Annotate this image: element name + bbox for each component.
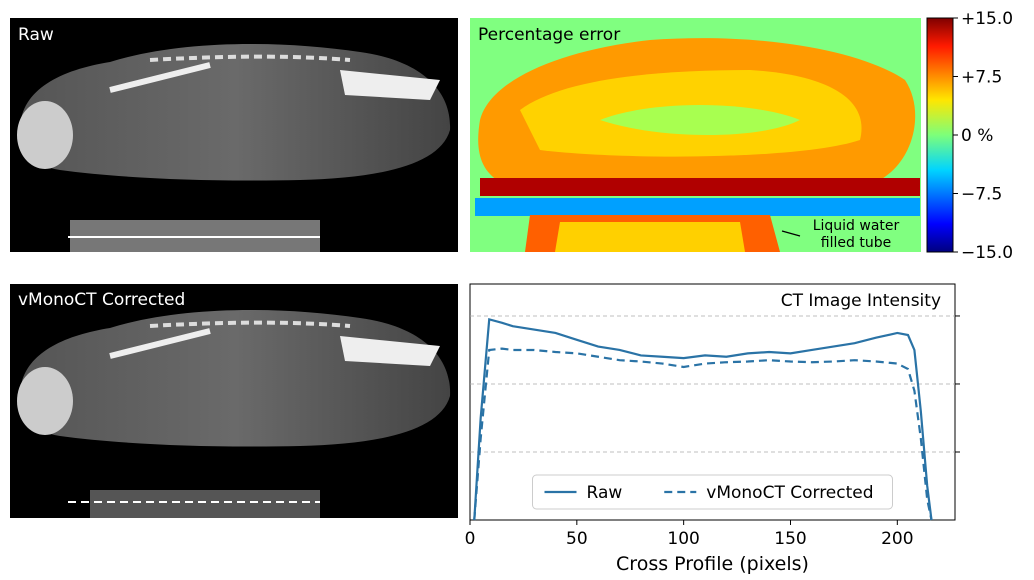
colorbar-tick-label: +7.5 <box>961 68 1002 88</box>
error-map: Percentage error Liquid water filled tub… <box>470 18 921 252</box>
legend-label: vMonoCT Corrected <box>706 483 873 503</box>
series-line <box>473 347 933 521</box>
chart-title: CT Image Intensity <box>781 291 941 311</box>
x-tick-label: 150 <box>774 529 806 549</box>
colorbar-tick-label: +15.0 <box>961 9 1013 29</box>
x-tick-label: 100 <box>667 529 699 549</box>
annotation: Liquid water <box>813 218 900 234</box>
panel-label: vMonoCT Corrected <box>18 290 185 310</box>
panel-title: Percentage error <box>478 25 620 45</box>
corrected-image: vMonoCT Corrected <box>10 284 458 518</box>
series-line <box>473 317 933 521</box>
x-tick-label: 200 <box>881 529 913 549</box>
legend-box <box>532 474 893 510</box>
colorbar-tick-label: −7.5 <box>961 185 1002 205</box>
colorbar-tick-label: −15.0 <box>961 243 1013 263</box>
colorbar <box>926 17 954 253</box>
colorbar-tick-label: 0 % <box>961 126 993 146</box>
x-tick-label: 0 <box>465 529 476 549</box>
x-axis-label: Cross Profile (pixels) <box>616 553 809 575</box>
annotation: filled tube <box>821 235 891 251</box>
line-chart: 0 50 100 150 200 Cross Profile (pixels) CT Ima… <box>465 291 960 575</box>
x-tick-label: 50 <box>566 529 588 549</box>
panel-label: Raw <box>18 25 54 45</box>
raw-image: Raw <box>10 18 458 252</box>
colorbar-axis: +15.0 +7.5 0 % −7.5 −15.0 <box>953 9 1013 263</box>
legend-label: Raw <box>587 483 623 503</box>
